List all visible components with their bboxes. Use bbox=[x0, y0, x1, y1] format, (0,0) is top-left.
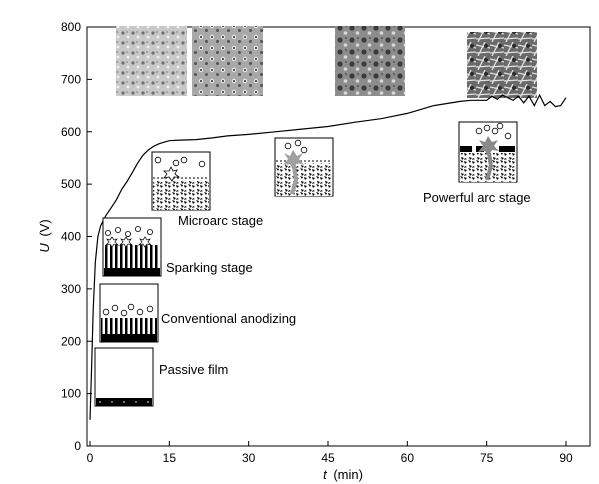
x-tick-label: 30 bbox=[242, 451, 256, 465]
powerful-arc-stage-schematic bbox=[458, 121, 518, 183]
micrograph-image-4 bbox=[467, 32, 537, 98]
micrograph-images bbox=[116, 26, 537, 98]
y-tick-label: 600 bbox=[61, 125, 81, 139]
conventional-anodizing-schematic bbox=[99, 283, 159, 343]
sparking-stage-schematic bbox=[102, 217, 162, 277]
micrograph-image-3 bbox=[335, 26, 405, 96]
micrograph-image-2 bbox=[192, 26, 263, 96]
x-axis-ticks: 0 15 30 45 60 75 90 bbox=[87, 441, 573, 465]
y-tick-label: 500 bbox=[61, 177, 81, 191]
label-powerful-arc-stage: Powerful arc stage bbox=[423, 190, 531, 205]
x-tick-label: 90 bbox=[559, 451, 573, 465]
y-tick-label: 700 bbox=[61, 72, 81, 86]
x-tick-label: 15 bbox=[163, 451, 177, 465]
y-tick-label: 0 bbox=[74, 439, 81, 453]
x-tick-label: 60 bbox=[401, 451, 415, 465]
label-passive-film: Passive film bbox=[159, 362, 228, 377]
y-tick-label: 300 bbox=[61, 282, 81, 296]
y-tick-label: 400 bbox=[61, 230, 81, 244]
y-axis-ticks: 0 100 200 300 400 500 600 700 800 bbox=[61, 20, 92, 453]
x-tick-label: 0 bbox=[87, 451, 94, 465]
label-sparking-stage: Sparking stage bbox=[166, 260, 253, 275]
label-conventional-anodizing: Conventional anodizing bbox=[161, 311, 296, 326]
voltage-curve bbox=[89, 93, 567, 420]
label-microarc-stage: Microarc stage bbox=[178, 213, 263, 228]
x-tick-label: 75 bbox=[480, 451, 494, 465]
y-axis-title: U (V) bbox=[37, 219, 52, 252]
x-tick-label: 45 bbox=[321, 451, 335, 465]
x-axis-title: t (min) bbox=[323, 467, 363, 482]
y-tick-label: 100 bbox=[61, 387, 81, 401]
passive-film-schematic bbox=[94, 347, 154, 407]
y-tick-label: 800 bbox=[61, 20, 81, 34]
arc-stage-schematic bbox=[274, 137, 334, 197]
microarc-stage-schematic bbox=[151, 151, 211, 211]
micrograph-image-1 bbox=[116, 26, 187, 96]
y-tick-label: 200 bbox=[61, 334, 81, 348]
